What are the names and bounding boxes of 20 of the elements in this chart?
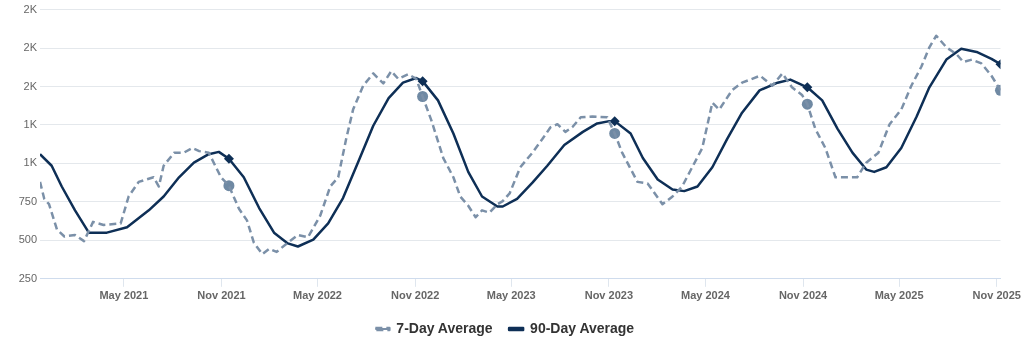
x-tick-label: Nov 2021 [197,289,246,302]
x-tick-label: Nov 2022 [391,289,440,302]
legend-label: 90-Day Average [530,319,635,336]
x-tick-label: Nov 2024 [778,289,829,302]
x-tick-label: May 2023 [486,289,536,302]
x-tick-label: May 2024 [680,289,731,302]
y-tick-label: 2K [23,41,38,54]
x-tick-label: May 2022 [293,289,342,302]
y-tick-label: 1K [23,118,38,130]
y-tick-label: 2K [23,2,38,15]
x-tick-label: May 2025 [874,289,924,302]
y-tick-label: 500 [18,233,37,246]
x-tick-label: Nov 2023 [584,289,634,302]
y-tick-label: 250 [18,271,37,284]
y-tick-label: 1K [23,156,38,169]
legend-label: 7-Day Average [396,319,493,336]
y-tick-label: 750 [18,194,37,207]
x-tick-label: Nov 2025 [972,289,1021,302]
x-tick-label: May 2021 [99,289,149,302]
y-tick-label: 2K [23,79,38,92]
